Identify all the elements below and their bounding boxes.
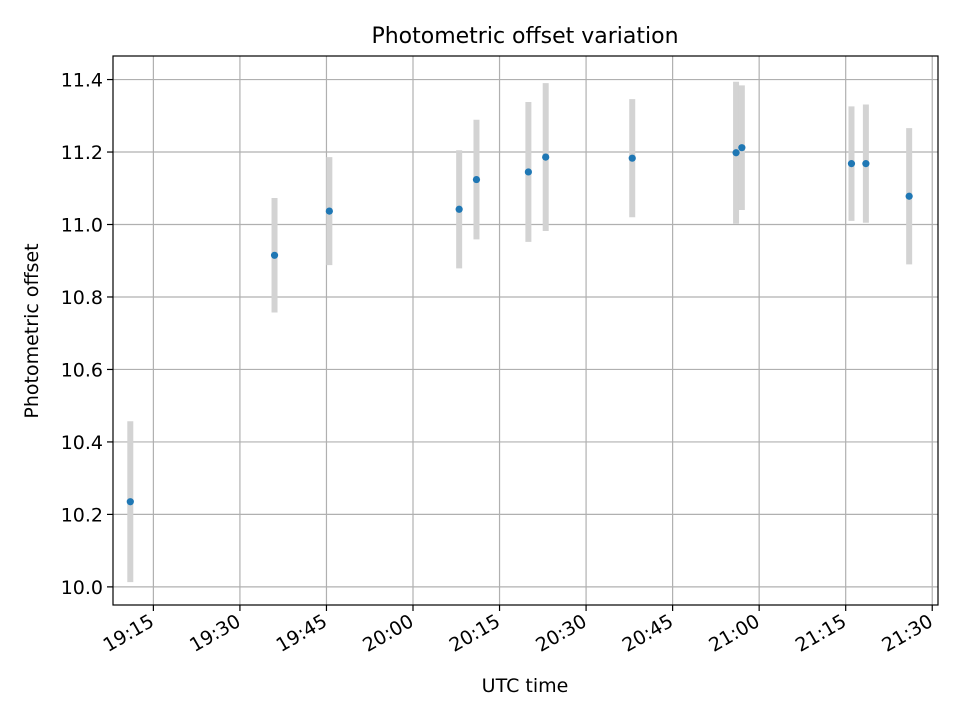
x-tick-label: 20:45 <box>619 610 677 656</box>
data-point <box>847 160 856 168</box>
plot-frame <box>112 55 939 606</box>
x-tick-label: 19:30 <box>186 610 244 656</box>
x-axis-label: UTC time <box>482 675 569 697</box>
error-bars <box>127 81 913 583</box>
data-point <box>628 154 636 162</box>
y-tick-label: 10.4 <box>61 432 103 454</box>
data-point <box>325 207 333 215</box>
x-tick-label: 21:30 <box>878 610 936 656</box>
x-tick-label: 20:15 <box>446 610 504 656</box>
data-point <box>542 153 550 161</box>
data-point <box>732 149 740 157</box>
y-tick-label: 11.0 <box>61 215 103 237</box>
x-tick-label: 19:45 <box>273 610 331 656</box>
y-axis-ticks: 10.0 10.2 10.4 10.6 10.8 11.0 11.2 11.4 <box>61 70 113 599</box>
y-tick-label: 11.2 <box>61 142 103 164</box>
data-point <box>270 251 279 259</box>
data-point <box>126 498 134 506</box>
x-axis-ticks: 19:15 19:30 19:45 20:00 20:15 20:30 20:45 21:00… <box>99 605 937 657</box>
data-point <box>862 160 870 168</box>
x-tick-label: 21:00 <box>705 610 763 656</box>
x-tick-label: 20:30 <box>532 610 590 656</box>
data-point <box>455 205 463 213</box>
x-tick-label: 20:00 <box>359 610 417 656</box>
data-point <box>905 192 913 200</box>
data-point <box>738 144 746 152</box>
y-tick-label: 10.0 <box>61 577 103 599</box>
data-point <box>524 168 532 176</box>
y-axis-label: Photometric offset <box>21 243 43 418</box>
data-point <box>472 175 481 184</box>
y-tick-label: 10.6 <box>61 359 103 381</box>
data-points <box>126 144 913 506</box>
x-tick-label: 21:15 <box>792 610 850 656</box>
y-tick-label: 10.2 <box>61 504 103 526</box>
y-tick-label: 10.8 <box>61 287 103 309</box>
y-tick-label: 11.4 <box>61 70 103 92</box>
x-tick-label: 19:15 <box>99 610 157 656</box>
chart-title: Photometric offset variation <box>371 24 678 49</box>
